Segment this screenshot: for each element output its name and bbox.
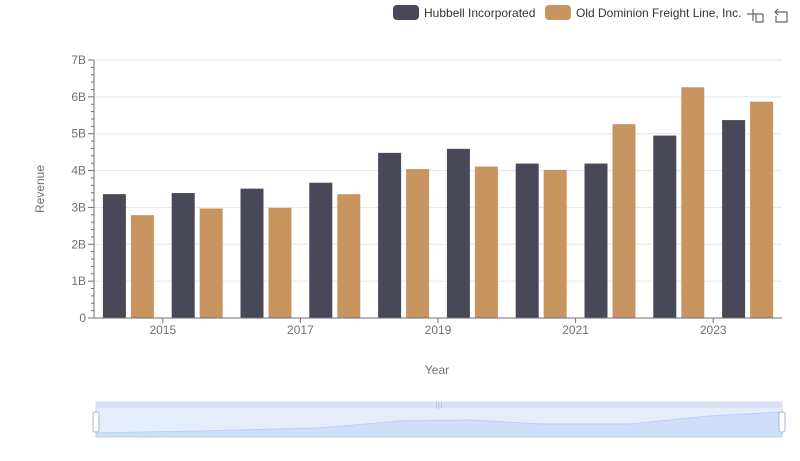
data-zoom-slider[interactable]: ||| <box>92 401 786 438</box>
x-tick-label: 2015 <box>149 323 176 337</box>
x-tick-label: 2023 <box>700 323 727 337</box>
bar-hubbell-2023[interactable] <box>722 120 746 318</box>
x-tick-label: 2021 <box>562 323 589 337</box>
bar-old-dominion-2021[interactable] <box>612 124 636 318</box>
y-tick-label: 7B <box>71 53 86 67</box>
y-tick-label: 5B <box>71 127 86 141</box>
bar-old-dominion-2019[interactable] <box>474 166 498 318</box>
axes <box>93 60 782 319</box>
legend-item-hubbell[interactable]: Hubbell Incorporated <box>393 5 535 20</box>
y-tick-label: 4B <box>71 164 86 178</box>
zoom-top-bar[interactable] <box>96 402 782 408</box>
zoom-preview-area <box>95 411 783 438</box>
zoom-reset-icon[interactable] <box>774 8 788 23</box>
y-axis-title: Revenue <box>33 165 47 213</box>
zoom-handle-left[interactable] <box>92 411 100 433</box>
bars <box>102 87 774 318</box>
bar-hubbell-2016[interactable] <box>240 188 264 318</box>
legend-label-old-dominion: Old Dominion Freight Line, Inc. <box>576 6 741 20</box>
y-tick-label: 1B <box>71 274 86 288</box>
y-tick-label: 0 <box>79 311 86 325</box>
x-axis-title: Year <box>425 363 449 377</box>
y-minor-ticks <box>88 59 94 319</box>
bar-hubbell-2018[interactable] <box>378 152 402 318</box>
bar-hubbell-2017[interactable] <box>309 182 333 318</box>
bar-hubbell-2022[interactable] <box>653 135 677 318</box>
bar-hubbell-2015[interactable] <box>171 193 195 318</box>
zoom-handle-right[interactable] <box>778 411 786 433</box>
bar-hubbell-2014[interactable] <box>102 194 126 318</box>
zoom-icon[interactable] <box>747 9 764 23</box>
bar-hubbell-2020[interactable] <box>515 163 539 318</box>
bar-old-dominion-2018[interactable] <box>406 169 430 318</box>
bar-old-dominion-2015[interactable] <box>199 208 223 318</box>
bar-hubbell-2019[interactable] <box>446 148 470 318</box>
legend: Hubbell Incorporated Old Dominion Freigh… <box>393 5 741 20</box>
bar-old-dominion-2020[interactable] <box>543 169 567 318</box>
bar-old-dominion-2017[interactable] <box>337 194 361 318</box>
x-tick-labels: 2015 2017 2019 2021 2023 <box>149 318 727 337</box>
x-tick-label: 2017 <box>287 323 314 337</box>
x-tick-label: 2019 <box>425 323 452 337</box>
bar-hubbell-2021[interactable] <box>584 163 608 318</box>
legend-swatch-old-dominion <box>545 5 571 20</box>
legend-item-old-dominion[interactable]: Old Dominion Freight Line, Inc. <box>545 5 741 20</box>
bar-old-dominion-2022[interactable] <box>681 87 705 318</box>
legend-swatch-hubbell <box>393 5 419 20</box>
legend-label-hubbell: Hubbell Incorporated <box>424 6 535 20</box>
y-tick-label: 3B <box>71 200 86 214</box>
y-tick-label: 2B <box>71 237 86 251</box>
bar-old-dominion-2014[interactable] <box>130 215 154 318</box>
bar-old-dominion-2023[interactable] <box>750 101 774 318</box>
bar-old-dominion-2016[interactable] <box>268 207 292 318</box>
zoom-drag-icon[interactable]: ||| <box>435 401 442 409</box>
zoom-selection[interactable] <box>96 408 782 437</box>
grid-lines <box>94 59 782 282</box>
y-tick-labels: 0 1B 2B 3B 4B 5B 6B 7B <box>71 53 86 325</box>
y-tick-label: 6B <box>71 90 86 104</box>
